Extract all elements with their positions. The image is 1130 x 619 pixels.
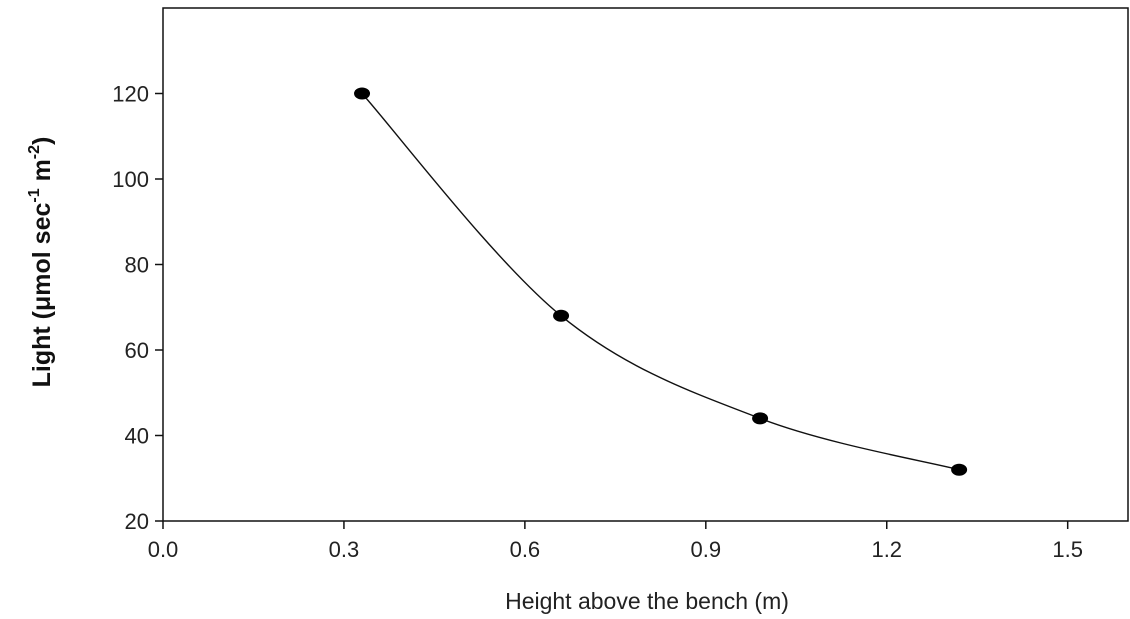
y-axis-title-exp-2: -2 [26, 145, 43, 159]
series-layer [354, 87, 968, 476]
data-point [553, 309, 570, 322]
y-tick-label: 100 [112, 167, 149, 192]
x-tick-label: 0.0 [148, 537, 179, 562]
y-axis-title-close: ) [28, 137, 56, 145]
x-tick-label: 0.3 [329, 537, 360, 562]
plot-border [162, 7, 1129, 522]
data-point [354, 87, 371, 100]
y-tick-label: 20 [125, 509, 149, 534]
x-tick-label: 0.6 [510, 537, 541, 562]
y-axis-title-mu: μ [28, 296, 56, 311]
x-tick-label: 1.5 [1052, 537, 1083, 562]
y-tick-label: 120 [112, 82, 149, 107]
y-axis-title-main: Light ( [28, 310, 56, 387]
x-axis-tick-labels: 0.0 0.3 0.6 0.9 1.2 1.5 [148, 537, 1083, 562]
data-point [752, 412, 769, 425]
x-axis-title: Height above the bench (m) [505, 588, 789, 614]
y-axis-tick-labels: 20 40 60 80 100 120 [112, 82, 149, 535]
y-axis-title-exp-1: -1 [26, 188, 43, 202]
y-axis-title: Light (μmol sec-1 m-2) [26, 137, 56, 388]
y-tick-label: 80 [125, 253, 149, 278]
y-axis-ticks [155, 92, 163, 522]
x-tick-label: 0.9 [691, 537, 722, 562]
data-point [951, 463, 968, 476]
y-axis-title-unit-1: mol sec [28, 203, 56, 296]
x-axis-ticks [162, 521, 1069, 529]
y-axis-title-unit-2: m [28, 159, 56, 188]
plot-frame [162, 7, 1129, 522]
x-tick-label: 1.2 [871, 537, 902, 562]
series-line [361, 93, 960, 471]
y-tick-label: 60 [125, 338, 149, 363]
y-tick-label: 40 [125, 424, 149, 449]
